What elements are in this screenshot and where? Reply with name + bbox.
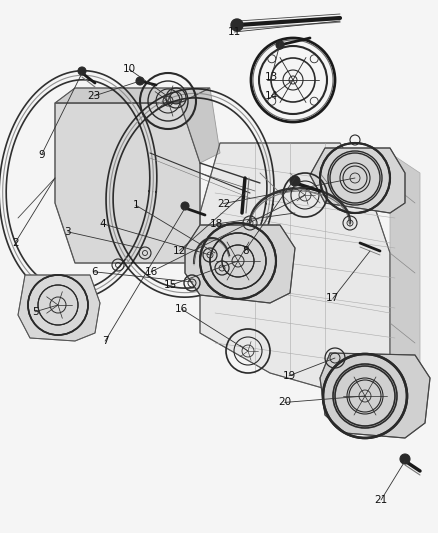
Text: 12: 12	[173, 246, 186, 255]
Text: 23: 23	[88, 91, 101, 101]
Text: 22: 22	[217, 199, 230, 208]
Text: 8: 8	[242, 246, 249, 255]
Text: 11: 11	[228, 27, 241, 37]
Text: 9: 9	[38, 150, 45, 159]
Text: 6: 6	[91, 267, 98, 277]
Text: 17: 17	[326, 294, 339, 303]
Text: 3: 3	[64, 227, 71, 237]
Polygon shape	[200, 143, 390, 393]
Circle shape	[290, 176, 300, 186]
Polygon shape	[55, 88, 210, 103]
Polygon shape	[310, 148, 405, 213]
Circle shape	[78, 67, 86, 75]
Circle shape	[136, 77, 144, 85]
Text: 16: 16	[145, 267, 158, 277]
Text: 19: 19	[283, 371, 296, 381]
Text: 1: 1	[132, 200, 139, 210]
Text: 10: 10	[123, 64, 136, 74]
Circle shape	[400, 454, 410, 464]
Circle shape	[181, 202, 189, 210]
Text: 5: 5	[32, 307, 39, 317]
Polygon shape	[180, 88, 220, 163]
Polygon shape	[55, 103, 200, 263]
Text: 4: 4	[99, 219, 106, 229]
Text: 18: 18	[210, 219, 223, 229]
Text: 21: 21	[374, 495, 388, 505]
Text: 13: 13	[265, 72, 278, 82]
Polygon shape	[320, 353, 430, 438]
Text: 7: 7	[102, 336, 109, 346]
Text: 2: 2	[12, 238, 19, 247]
Text: 15: 15	[164, 280, 177, 290]
Polygon shape	[185, 225, 295, 303]
Polygon shape	[390, 153, 420, 388]
Circle shape	[231, 19, 243, 31]
Circle shape	[276, 41, 284, 49]
Text: 20: 20	[278, 398, 291, 407]
Polygon shape	[18, 275, 100, 341]
Text: 16: 16	[175, 304, 188, 314]
Text: 14: 14	[265, 91, 278, 101]
